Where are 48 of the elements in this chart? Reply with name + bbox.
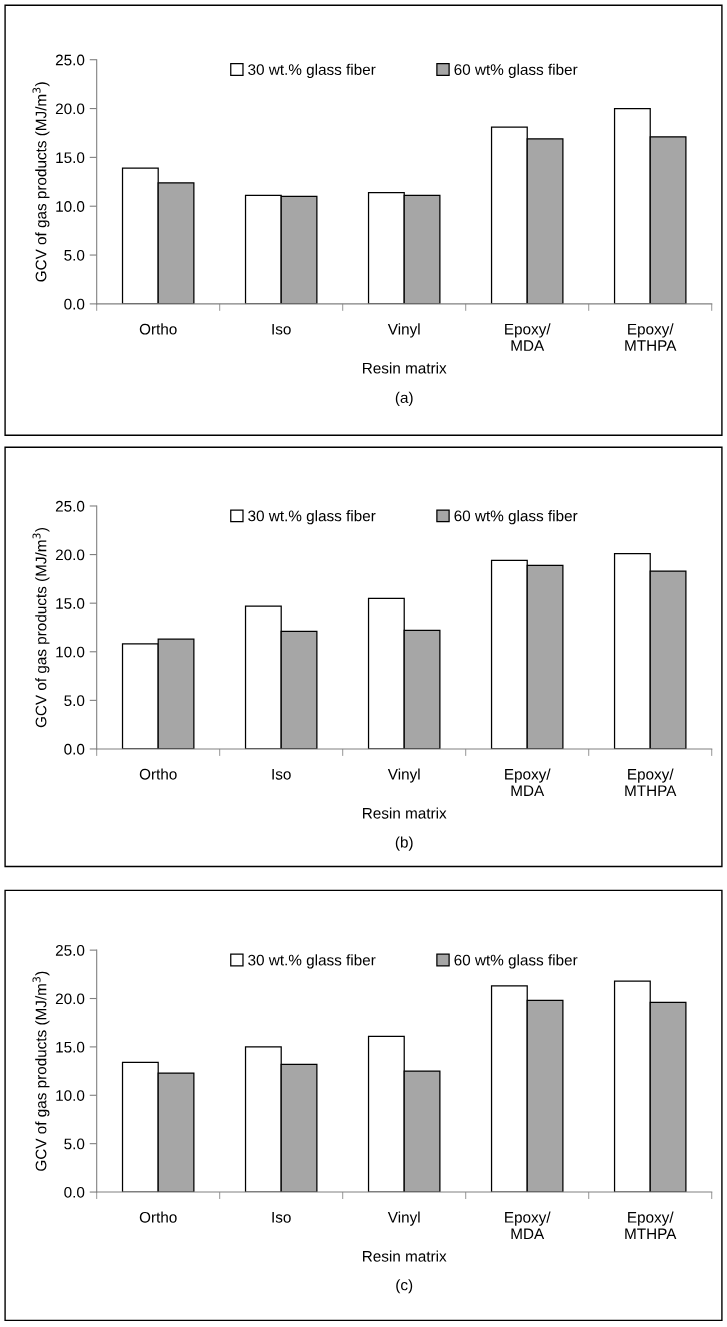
legend-label: 60 wt% glass fiber — [454, 63, 578, 79]
y-tick-label: 10.0 — [56, 1090, 85, 1101]
x-tick-label: Epoxy/ MDA — [505, 323, 551, 351]
legend-label: 60 wt% glass fiber — [454, 954, 578, 969]
legend-label: 30 wt.% glass fiber — [248, 954, 376, 969]
x-tick-label: Ortho — [139, 323, 177, 335]
x-tick-label: Iso — [272, 768, 291, 780]
x-tick-label: Epoxy/ MDA — [505, 1211, 551, 1240]
y-tick-label: 5.0 — [64, 249, 85, 261]
legend-label: 30 wt.% glass fiber — [248, 510, 376, 525]
y-tick-label: 10.0 — [56, 201, 85, 212]
x-tick-label: Vinyl — [387, 323, 420, 338]
x-tick-label: Ortho — [139, 1211, 177, 1223]
y-tick-label: 0.0 — [64, 743, 85, 755]
y-tick-label: 0.0 — [64, 298, 85, 310]
x-tick-label: Iso — [272, 323, 291, 335]
x-tick-label: Vinyl — [387, 1211, 420, 1226]
x-axis-title: Resin matrix — [363, 807, 447, 819]
y-tick-label: 20.0 — [55, 549, 85, 561]
text: (c) — [396, 1279, 413, 1294]
text: (a) — [395, 391, 413, 407]
y-tick-label: 20.0 — [55, 103, 85, 115]
x-axis-title: Resin matrix — [363, 1250, 447, 1262]
legend-label: 30 wt.% glass fiber — [248, 63, 376, 79]
x-tick-label: Epoxy/ MTHPA — [625, 768, 677, 796]
y-tick-label: 10.0 — [56, 646, 85, 658]
y-axis-title: GCV of gas products (MJ/m$^{3}$) — [32, 82, 50, 282]
y-tick-label: 15.0 — [56, 152, 85, 164]
legend-label: 60 wt% glass fiber — [454, 510, 578, 525]
x-axis-title: Resin matrix — [363, 362, 447, 374]
x-tick-label: Epoxy/ MTHPA — [625, 323, 677, 351]
x-tick-label: Ortho — [139, 768, 177, 780]
x-tick-label: Iso — [272, 1212, 291, 1223]
y-axis-title: GCV of gas products (MJ/m$^{3}$) — [32, 528, 50, 728]
y-tick-label: 5.0 — [64, 695, 85, 707]
x-tick-label: Epoxy/ MDA — [505, 768, 551, 796]
y-tick-label: 5.0 — [64, 1138, 85, 1150]
x-tick-label: Vinyl — [387, 768, 420, 783]
y-tick-label: 20.0 — [55, 993, 85, 1005]
y-tick-label: 0.0 — [64, 1186, 85, 1198]
y-tick-label: 15.0 — [56, 1041, 85, 1053]
y-axis-title: GCV of gas products (MJ/m$^{3}$) — [32, 971, 50, 1171]
y-tick-label: 25.0 — [55, 54, 85, 66]
y-tick-label: 15.0 — [56, 598, 85, 609]
y-tick-label: 25.0 — [55, 945, 85, 956]
x-tick-label: Epoxy/ MTHPA — [625, 1211, 677, 1240]
text: (b) — [395, 836, 413, 851]
y-tick-label: 25.0 — [55, 500, 85, 512]
